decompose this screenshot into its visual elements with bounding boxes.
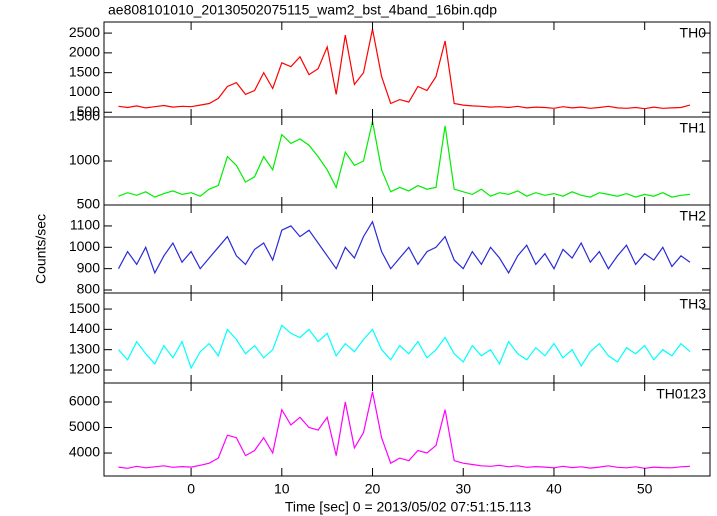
y-tick-label: 6000: [69, 393, 100, 409]
y-tick-label: 1500: [69, 63, 100, 79]
y-tick-label: 1300: [69, 340, 100, 356]
y-tick-label: 5000: [69, 418, 100, 434]
x-tick-label: 10: [274, 481, 290, 497]
y-tick-label: 900: [77, 259, 101, 275]
y-tick-label: 500: [77, 196, 101, 212]
light-curve: [118, 28, 691, 110]
panel-frame: [103, 116, 711, 206]
y-tick-label: 1000: [69, 238, 100, 254]
y-tick-label: 500: [77, 103, 101, 119]
panel-frame: [103, 292, 711, 384]
y-tick-label: 2000: [69, 44, 100, 60]
x-tick-label: 50: [637, 481, 653, 497]
panel-label: TH1: [680, 120, 707, 136]
y-tick-label: 4000: [69, 444, 100, 460]
chart-title: ae808101010_20130502075115_wam2_bst_4ban…: [108, 2, 497, 18]
y-axis-label: Counts/sec: [33, 214, 49, 284]
y-tick-label: 1500: [69, 300, 100, 316]
panel-label: TH0: [680, 25, 707, 41]
light-curve: [117, 220, 691, 275]
panel-label: TH0123: [656, 386, 706, 402]
y-tick-label: 1400: [69, 320, 100, 336]
y-tick-label: 1000: [69, 152, 100, 168]
y-tick-label: 1500: [69, 108, 100, 124]
x-tick-label: 30: [455, 481, 471, 497]
y-tick-label: 800: [77, 281, 101, 297]
panel-frame: [103, 21, 711, 118]
y-tick-label: 1000: [69, 83, 100, 99]
y-tick-label: 1100: [70, 217, 100, 233]
y-tick-label: 1200: [69, 361, 100, 377]
x-axis-label: Time [sec] 0 = 2013/05/02 07:51:15.113: [285, 499, 532, 515]
light-curve: [118, 324, 691, 370]
x-tick-label: 20: [365, 481, 381, 497]
panel-label: TH2: [680, 208, 707, 224]
light-curve: [118, 121, 691, 198]
y-tick-label: 2500: [69, 24, 100, 40]
light-curve: [118, 391, 691, 469]
x-tick-label: 40: [546, 481, 562, 497]
x-tick-label: 0: [187, 481, 195, 497]
panel-label: TH3: [680, 296, 707, 312]
panel-frame: [103, 382, 711, 477]
